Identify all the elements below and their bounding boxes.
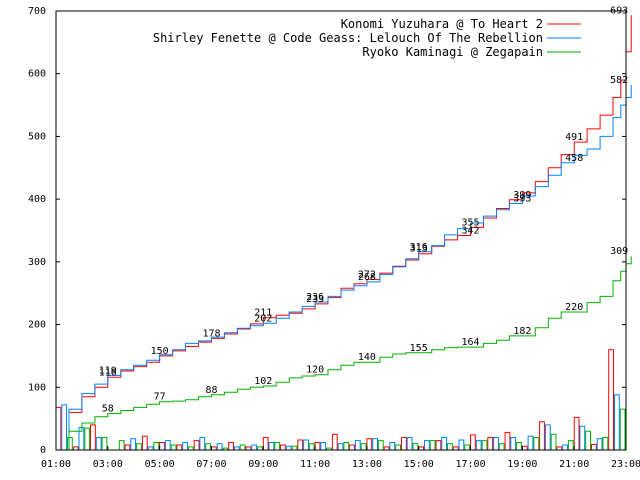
data-label: 268 bbox=[358, 272, 376, 283]
data-label: 316 bbox=[410, 242, 428, 253]
y-tick-label: 300 bbox=[28, 257, 46, 268]
data-label: 88 bbox=[205, 385, 217, 396]
data-label: 150 bbox=[151, 346, 169, 357]
y-tick-label: 600 bbox=[28, 69, 46, 80]
data-label: 399 bbox=[513, 190, 531, 201]
plot-frame bbox=[55, 10, 627, 451]
axes: 0 100 200 300 400 500 600 700 01:00 03:00 05:00 07:… bbox=[28, 6, 640, 470]
legend-label: Shirley Fenette @ Code Geass: Lelouch Of… bbox=[153, 31, 543, 45]
data-label: 202 bbox=[254, 313, 272, 324]
data-label: 458 bbox=[565, 153, 583, 164]
data-label: 355 bbox=[461, 217, 479, 228]
y-tick-label: 100 bbox=[28, 382, 46, 393]
data-label: 182 bbox=[513, 326, 531, 337]
x-tick-label: 23:00 bbox=[611, 459, 640, 470]
x-tick-label: 05:00 bbox=[145, 459, 175, 470]
x-tick-label: 21:00 bbox=[559, 459, 589, 470]
data-label: 102 bbox=[254, 376, 272, 387]
cumulative-lines bbox=[56, 15, 632, 451]
series-line-1 bbox=[56, 85, 632, 451]
data-label: 233 bbox=[306, 294, 324, 305]
data-label: 236 bbox=[306, 292, 324, 303]
series-line-2 bbox=[56, 256, 632, 451]
x-tick-label: 03:00 bbox=[93, 459, 123, 470]
x-tick-label: 11:00 bbox=[300, 459, 330, 470]
x-tick-label: 15:00 bbox=[404, 459, 434, 470]
y-tick-label: 0 bbox=[40, 445, 46, 456]
data-label: 116 bbox=[99, 367, 117, 378]
x-tick-label: 07:00 bbox=[196, 459, 226, 470]
y-tick-label: 200 bbox=[28, 320, 46, 331]
data-label: 58 bbox=[102, 404, 114, 415]
x-tick-label: 17:00 bbox=[455, 459, 485, 470]
legend-label: Konomi Yuzuhara @ To Heart 2 bbox=[341, 17, 543, 31]
x-tick-label: 13:00 bbox=[352, 459, 382, 470]
data-label: 140 bbox=[358, 352, 376, 363]
data-label: 309 bbox=[610, 246, 628, 257]
data-label: 342 bbox=[461, 226, 479, 237]
data-label: 119 bbox=[99, 365, 117, 376]
legend-label: Ryoko Kaminagi @ Zegapain bbox=[362, 45, 543, 59]
x-tick-label: 19:00 bbox=[507, 459, 537, 470]
data-label: 164 bbox=[461, 337, 479, 348]
data-label: 120 bbox=[306, 365, 324, 376]
data-label: 211 bbox=[254, 308, 272, 319]
data-label: 272 bbox=[358, 269, 376, 280]
data-label: 220 bbox=[565, 302, 583, 313]
x-tick-label: 09:00 bbox=[248, 459, 278, 470]
data-label: 155 bbox=[410, 343, 428, 354]
data-label: 313 bbox=[410, 244, 428, 255]
data-label: 582 bbox=[610, 75, 628, 86]
y-tick-label: 400 bbox=[28, 194, 46, 205]
data-label: 178 bbox=[202, 328, 220, 339]
y-tick-label: 500 bbox=[28, 131, 46, 142]
data-label: 77 bbox=[154, 392, 166, 403]
data-label: 491 bbox=[565, 132, 583, 143]
y-tick-label: 700 bbox=[28, 6, 46, 17]
x-tick-label: 01:00 bbox=[41, 459, 71, 470]
data-label: 393 bbox=[513, 194, 531, 205]
